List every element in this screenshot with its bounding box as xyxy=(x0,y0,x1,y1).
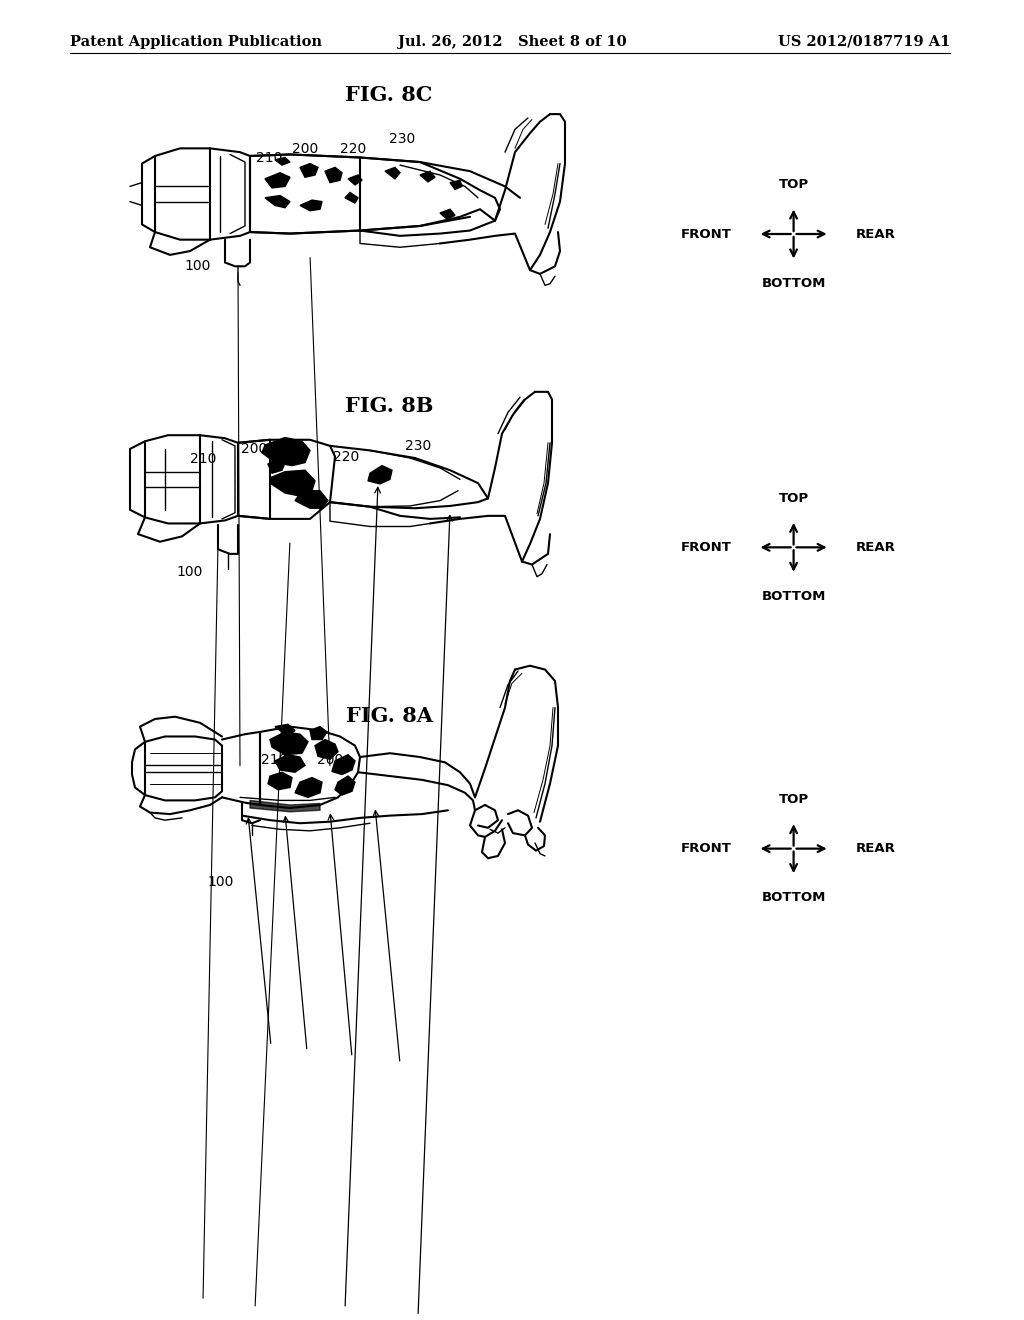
Polygon shape xyxy=(275,725,295,737)
Polygon shape xyxy=(268,458,285,474)
Polygon shape xyxy=(300,201,322,211)
Polygon shape xyxy=(332,755,355,775)
Polygon shape xyxy=(250,800,319,812)
Polygon shape xyxy=(335,776,355,795)
Polygon shape xyxy=(325,168,342,182)
Text: BOTTOM: BOTTOM xyxy=(762,891,825,904)
Text: REAR: REAR xyxy=(856,842,895,855)
Polygon shape xyxy=(420,172,435,182)
Text: FRONT: FRONT xyxy=(681,842,731,855)
Polygon shape xyxy=(368,466,392,484)
Polygon shape xyxy=(262,437,310,466)
Text: FIG. 8B: FIG. 8B xyxy=(345,396,433,416)
Text: REAR: REAR xyxy=(856,541,895,554)
Text: FRONT: FRONT xyxy=(681,541,731,554)
Text: TOP: TOP xyxy=(778,178,809,191)
Text: 100: 100 xyxy=(207,875,233,888)
Text: FIG. 8C: FIG. 8C xyxy=(345,86,433,106)
Text: TOP: TOP xyxy=(778,492,809,504)
Text: FRONT: FRONT xyxy=(681,227,731,240)
Polygon shape xyxy=(348,176,362,185)
Text: 100: 100 xyxy=(184,259,211,273)
Polygon shape xyxy=(385,168,400,178)
Text: BOTTOM: BOTTOM xyxy=(762,590,825,603)
Polygon shape xyxy=(310,726,327,739)
Polygon shape xyxy=(268,772,292,789)
Text: BOTTOM: BOTTOM xyxy=(762,277,825,289)
Text: 210: 210 xyxy=(256,150,283,165)
Text: 210: 210 xyxy=(261,754,288,767)
Text: US 2012/0187719 A1: US 2012/0187719 A1 xyxy=(777,34,950,49)
Polygon shape xyxy=(295,491,328,508)
Polygon shape xyxy=(275,755,305,772)
Polygon shape xyxy=(295,777,322,797)
Polygon shape xyxy=(265,173,290,187)
Polygon shape xyxy=(265,195,290,207)
Text: 220: 220 xyxy=(333,450,359,463)
Text: FIG. 8A: FIG. 8A xyxy=(346,706,432,726)
Text: 200: 200 xyxy=(241,442,267,455)
Text: 200: 200 xyxy=(292,141,318,156)
Text: 230: 230 xyxy=(404,440,431,453)
Polygon shape xyxy=(300,164,318,177)
Polygon shape xyxy=(315,739,338,759)
Polygon shape xyxy=(440,210,455,219)
Text: Patent Application Publication: Patent Application Publication xyxy=(70,34,322,49)
Text: 200: 200 xyxy=(316,754,343,767)
Polygon shape xyxy=(450,181,462,190)
Text: TOP: TOP xyxy=(778,793,809,807)
Text: REAR: REAR xyxy=(856,227,895,240)
Polygon shape xyxy=(345,193,358,203)
Text: 100: 100 xyxy=(176,565,203,579)
Polygon shape xyxy=(275,157,290,165)
Text: 220: 220 xyxy=(340,141,367,156)
Text: Jul. 26, 2012   Sheet 8 of 10: Jul. 26, 2012 Sheet 8 of 10 xyxy=(397,34,627,49)
Polygon shape xyxy=(270,470,315,496)
Text: 210: 210 xyxy=(189,451,216,466)
Polygon shape xyxy=(270,731,308,755)
Text: 230: 230 xyxy=(389,132,416,145)
